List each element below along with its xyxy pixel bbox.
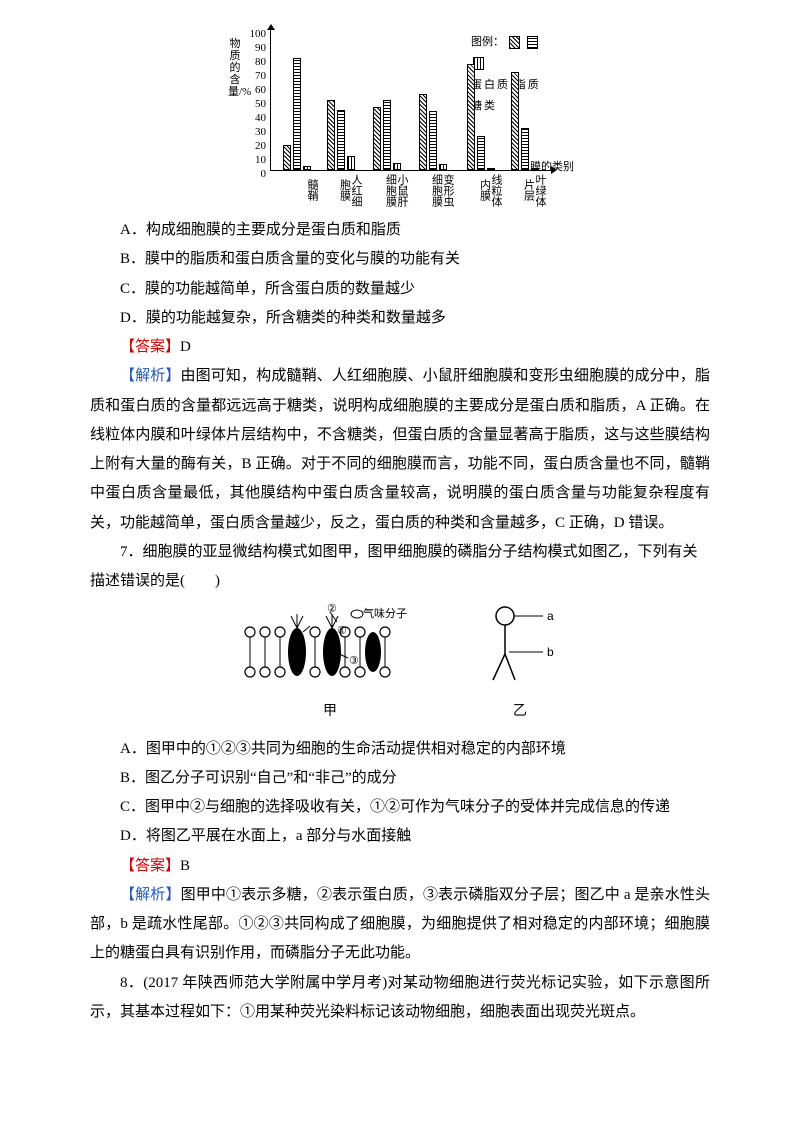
x-axis-label: 膜的类别 bbox=[530, 157, 574, 178]
bar bbox=[283, 145, 291, 170]
option-text: 将图乙平展在水面上，a 部分与水面接触 bbox=[146, 828, 411, 844]
anno-odor: 气味分子 bbox=[363, 606, 407, 620]
membrane-jia-icon: ② 气味分子 ① ③ bbox=[235, 602, 425, 697]
category-label: 人红细胞膜 bbox=[321, 172, 361, 208]
anno-a: a bbox=[547, 609, 554, 623]
answer-label: 【答案】 bbox=[120, 858, 180, 874]
yi-label: 乙 bbox=[475, 697, 565, 724]
analysis-text: 由图可知，构成髓鞘、人红细胞膜、小鼠肝细胞膜和变形虫细胞膜的成分中，脂质和蛋白质… bbox=[90, 368, 710, 530]
bar bbox=[327, 100, 335, 170]
q7-option-d: D．将图乙平展在水面上，a 部分与水面接触 bbox=[90, 822, 710, 851]
q7-diagram-yi: a b 乙 bbox=[475, 602, 565, 724]
anno-1: ① bbox=[337, 625, 347, 637]
q7-diagram-jia: ② 气味分子 ① ③ 甲 bbox=[235, 602, 425, 724]
bar bbox=[303, 166, 311, 170]
category-label: 髓鞘 bbox=[277, 172, 317, 208]
option-text: 构成细胞膜的主要成分是蛋白质和脂质 bbox=[146, 222, 401, 238]
membrane-composition-chart: 物质的含量/% 图例： 蛋白质 脂质 糖类 bbox=[230, 26, 570, 206]
anno-3: ③ bbox=[349, 655, 359, 667]
bar bbox=[293, 58, 301, 170]
analysis-text: 图甲中①表示多糖，②表示蛋白质，③表示磷脂双分子层；图乙中 a 是亲水性头部，b… bbox=[90, 887, 710, 962]
q7-stem: 7．细胞膜的亚显微结构模式如图甲，图甲细胞膜的磷脂分子结构模式如图乙，下列有关描… bbox=[90, 538, 710, 597]
option-text: 图甲中的①②③共同为细胞的生命活动提供相对稳定的内部环境 bbox=[146, 741, 566, 757]
bar bbox=[337, 110, 345, 170]
legend-title: 图例： bbox=[471, 36, 504, 48]
category-label: 小鼠肝细胞膜 bbox=[367, 172, 407, 208]
analysis-label: 【解析】 bbox=[120, 887, 181, 903]
bar bbox=[373, 107, 381, 170]
phospholipid-yi-icon: a b bbox=[475, 602, 565, 697]
answer-value: B bbox=[180, 858, 190, 874]
bar-group: 小鼠肝细胞膜 bbox=[367, 100, 407, 170]
swatch-protein-icon bbox=[509, 36, 520, 49]
bar-group: 变形虫细胞膜 bbox=[413, 94, 453, 170]
q7-answer: 【答案】B bbox=[90, 852, 710, 881]
bar-group: 髓鞘 bbox=[277, 58, 317, 170]
q7-option-a: A．图甲中的①②③共同为细胞的生命活动提供相对稳定的内部环境 bbox=[90, 735, 710, 764]
anno-b: b bbox=[547, 645, 554, 659]
bar bbox=[511, 72, 519, 170]
bar bbox=[383, 100, 391, 170]
swatch-lipid-icon bbox=[527, 36, 538, 49]
q6-option-b: B．膜中的脂质和蛋白质含量的变化与膜的功能有关 bbox=[90, 245, 710, 274]
y-axis-arrow-icon bbox=[267, 24, 275, 30]
bar bbox=[419, 94, 427, 170]
bar bbox=[521, 128, 529, 170]
q7-option-c: C．图甲中②与细胞的选择吸收有关，①②可作为气味分子的受体并完成信息的传递 bbox=[90, 793, 710, 822]
jia-label: 甲 bbox=[235, 697, 425, 724]
q6-option-c: C．膜的功能越简单，所含蛋白质的数量越少 bbox=[90, 275, 710, 304]
analysis-label: 【解析】 bbox=[120, 368, 181, 384]
q6-option-d: D．膜的功能越复杂，所含糖类的种类和数量越多 bbox=[90, 304, 710, 333]
bar-group: 线粒体内膜 bbox=[461, 64, 501, 170]
bar bbox=[439, 164, 447, 170]
answer-value: D bbox=[180, 339, 191, 355]
q7-diagram-wrap: ② 气味分子 ① ③ 甲 a b 乙 bbox=[90, 602, 710, 724]
bar bbox=[393, 163, 401, 170]
bar-group: 人红细胞膜 bbox=[321, 100, 361, 170]
category-label: 线粒体内膜 bbox=[461, 172, 501, 208]
option-text: 膜的功能越简单，所含蛋白质的数量越少 bbox=[145, 281, 415, 297]
q6-answer: 【答案】D bbox=[90, 333, 710, 362]
answer-label: 【答案】 bbox=[120, 339, 180, 355]
q7-analysis: 【解析】图甲中①表示多糖，②表示蛋白质，③表示磷脂双分子层；图乙中 a 是亲水性… bbox=[90, 881, 710, 969]
category-label: 变形虫细胞膜 bbox=[413, 172, 453, 208]
bar-group: 叶绿体片层 bbox=[505, 72, 545, 170]
q6-analysis: 【解析】由图可知，构成髓鞘、人红细胞膜、小鼠肝细胞膜和变形虫细胞膜的成分中，脂质… bbox=[90, 362, 710, 538]
option-text: 膜的功能越复杂，所含糖类的种类和数量越多 bbox=[146, 310, 446, 326]
q7-option-b: B．图乙分子可识别“自己”和“非己”的成分 bbox=[90, 764, 710, 793]
option-text: 图乙分子可识别“自己”和“非己”的成分 bbox=[145, 770, 397, 786]
option-text: 膜中的脂质和蛋白质含量的变化与膜的功能有关 bbox=[145, 251, 460, 267]
plot-area: 图例： 蛋白质 脂质 糖类 髓鞘人红细胞膜小鼠肝细胞膜变形虫细胞膜线粒体内膜叶绿… bbox=[270, 30, 551, 171]
option-text: 图甲中②与细胞的选择吸收有关，①②可作为气味分子的受体并完成信息的传递 bbox=[145, 799, 670, 815]
bar bbox=[429, 111, 437, 170]
q6-chart-wrap: 物质的含量/% 图例： 蛋白质 脂质 糖类 bbox=[90, 26, 710, 206]
page-root: 物质的含量/% 图例： 蛋白质 脂质 糖类 bbox=[0, 0, 800, 1132]
anno-2: ② bbox=[327, 603, 337, 615]
bar bbox=[487, 168, 495, 170]
bar bbox=[347, 156, 355, 170]
q8-stem: 8．(2017 年陕西师范大学附属中学月考)对某动物细胞进行荧光标记实验，如下示… bbox=[90, 969, 710, 1028]
bar bbox=[477, 136, 485, 170]
bar bbox=[467, 64, 475, 170]
q6-option-a: A．构成细胞膜的主要成分是蛋白质和脂质 bbox=[90, 216, 710, 245]
y-tick: 100 bbox=[234, 24, 266, 45]
